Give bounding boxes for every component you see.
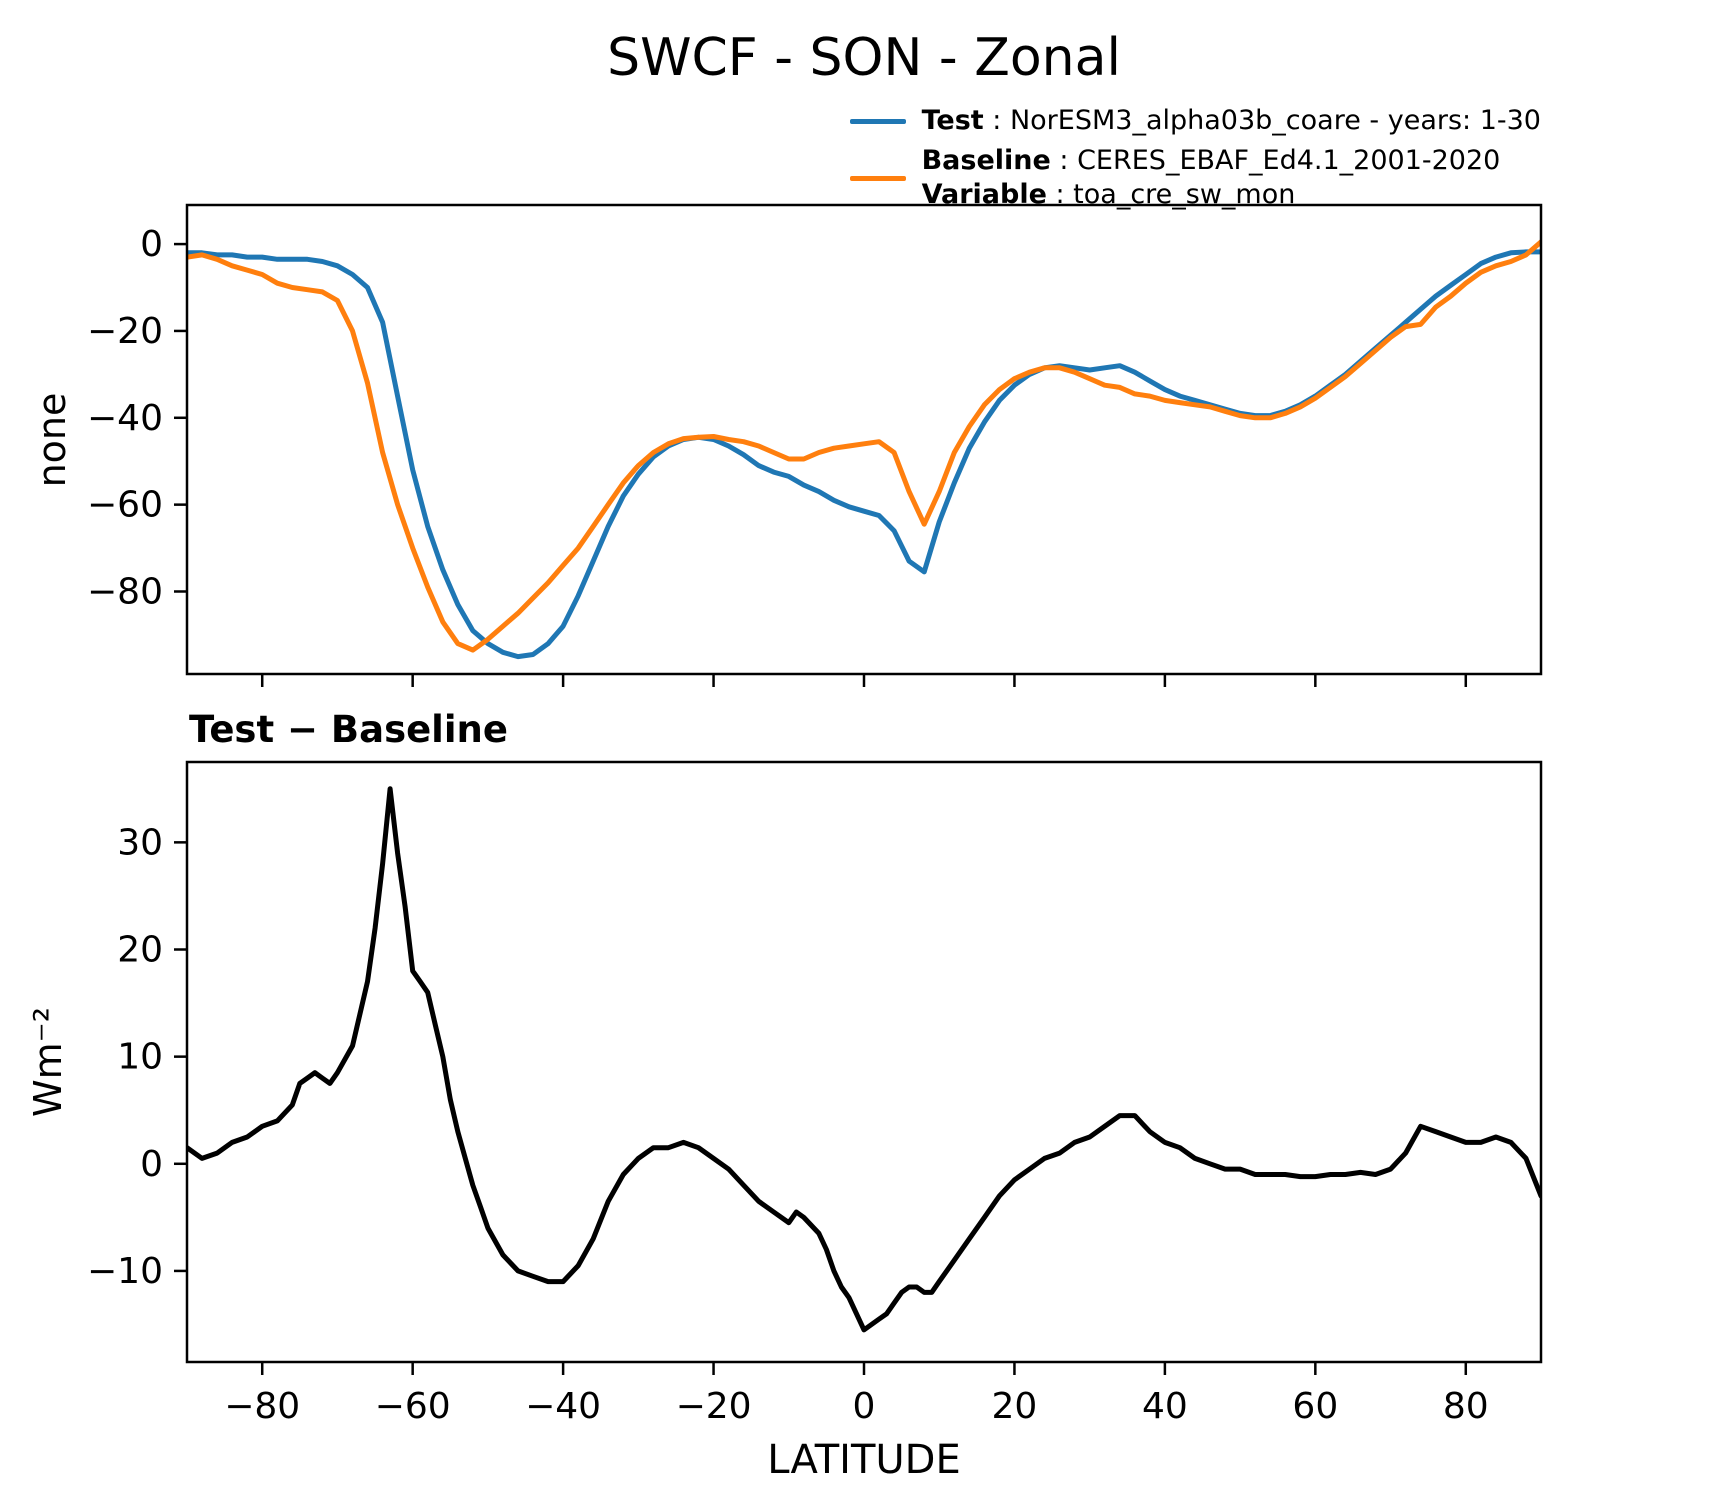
x-tick-label: −40 [525, 1386, 601, 1427]
zonal-mean-plot: 0 −20 −40 −60 −80 [87, 203, 1543, 687]
legend-entry-baseline-variable: Baseline : CERES_EBAF_Ed4.1_2001-2020 Va… [849, 144, 1541, 212]
x-tick-label: 20 [992, 1386, 1038, 1427]
series-test [187, 249, 1541, 660]
x-tick-label: 80 [1443, 1386, 1489, 1427]
baseline-swatch-column [849, 175, 922, 181]
x-tick-label: −20 [676, 1386, 752, 1427]
test-swatch-column [849, 118, 922, 124]
y-tick-label: 0 [140, 1144, 163, 1185]
series-baseline [187, 239, 1541, 653]
y-tick-label: −60 [87, 485, 163, 526]
y-tick-label: −10 [87, 1251, 163, 1292]
x-tick-label: 0 [853, 1386, 876, 1427]
y-tick-label: −80 [87, 571, 163, 612]
legend: Test : NorESM3_alpha03b_coare - years: 1… [849, 104, 1541, 212]
y-tick-label: 30 [117, 822, 163, 863]
x-tick-label: −60 [375, 1386, 451, 1427]
y-tick-label: −20 [87, 311, 163, 352]
difference-plot: −80 −60 −40 −20 0 20 40 60 80 −10 0 10 20 30 [87, 760, 1543, 1427]
difference-plot-title: Test − Baseline [189, 708, 508, 751]
legend-test-text: Test : NorESM3_alpha03b_coare - years: 1… [922, 104, 1541, 138]
legend-test-label: Test [921, 105, 984, 136]
test-line-swatch [849, 118, 906, 124]
y-tick-label: 0 [140, 224, 163, 265]
top-y-axis-label: none [30, 392, 74, 488]
axes-frame [185, 203, 1543, 676]
bottom-y-axis-label: Wm⁻² [26, 1007, 70, 1117]
y-tick-label: −40 [87, 398, 163, 439]
x-tick-label: 40 [1142, 1386, 1188, 1427]
legend-baseline-label: Baseline [921, 145, 1051, 176]
legend-baseline-text: Baseline : CERES_EBAF_Ed4.1_2001-2020 [922, 144, 1501, 178]
y-tick-label: 20 [117, 930, 163, 971]
legend-variable-text: Variable : toa_cre_sw_mon [922, 178, 1501, 212]
legend-variable-label: Variable [921, 179, 1047, 210]
baseline-line-swatch [849, 175, 906, 181]
legend-baseline-value: : CERES_EBAF_Ed4.1_2001-2020 [1050, 145, 1501, 176]
x-tick-label: 60 [1292, 1386, 1338, 1427]
axes-frame [185, 760, 1543, 1364]
x-axis-label: LATITUDE [767, 1437, 961, 1483]
legend-variable-value: : toa_cre_sw_mon [1046, 179, 1296, 210]
y-tick-label: 10 [117, 1037, 163, 1078]
series-test-minus-baseline [187, 786, 1541, 1333]
x-tick-label: −80 [224, 1386, 300, 1427]
legend-entry-test: Test : NorESM3_alpha03b_coare - years: 1… [849, 104, 1541, 138]
legend-test-value: : NorESM3_alpha03b_coare - years: 1-30 [983, 105, 1541, 136]
figure-title: SWCF - SON - Zonal [607, 28, 1121, 88]
